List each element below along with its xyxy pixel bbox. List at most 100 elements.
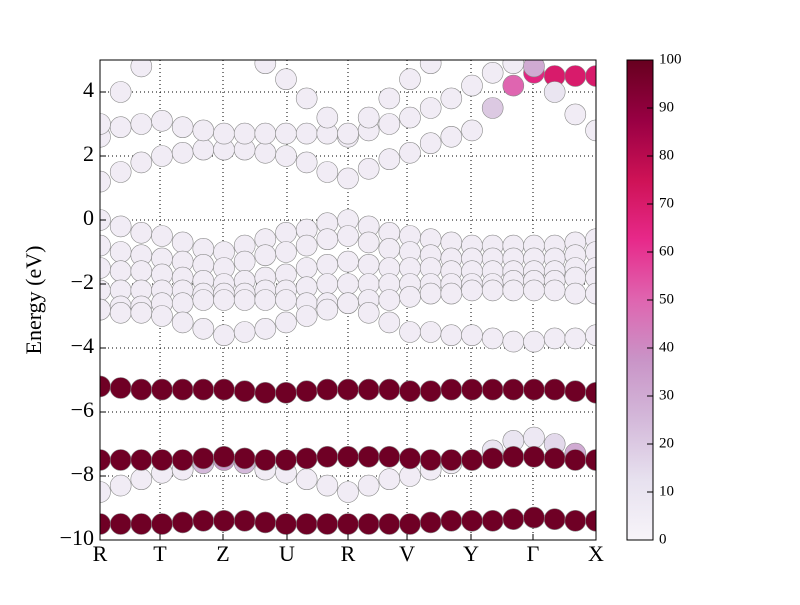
- band-point: [151, 145, 173, 167]
- band-point: [275, 289, 297, 311]
- band-point: [109, 449, 132, 471]
- band-point: [564, 380, 587, 403]
- band-point: [378, 311, 401, 334]
- band-point: [564, 103, 587, 126]
- band-point: [233, 380, 256, 403]
- band-point: [171, 311, 194, 334]
- band-point: [192, 447, 215, 470]
- band-point: [481, 279, 504, 302]
- x-tick-label: T: [153, 541, 167, 566]
- band-point: [523, 445, 545, 468]
- x-tick-label: X: [588, 541, 604, 566]
- band-point: [254, 289, 277, 311]
- band-point: [171, 142, 194, 164]
- band-point: [523, 279, 545, 302]
- band-point: [419, 282, 442, 305]
- y-tick-label: −10: [60, 525, 94, 550]
- band-point: [254, 60, 277, 74]
- band-point: [481, 97, 504, 119]
- band-point: [523, 506, 545, 529]
- band-point: [585, 510, 596, 532]
- band-point: [481, 378, 504, 401]
- band-point: [275, 241, 297, 263]
- band-point: [233, 509, 256, 532]
- band-point: [440, 87, 463, 110]
- band-point: [378, 113, 401, 135]
- band-point: [130, 151, 153, 174]
- colorbar-tick-label: 100: [659, 51, 682, 67]
- band-point: [109, 161, 132, 183]
- band-point: [213, 445, 235, 468]
- band-point: [461, 74, 483, 97]
- band-point: [130, 260, 153, 283]
- band-point: [543, 279, 566, 302]
- band-point: [109, 377, 132, 399]
- band-point: [130, 449, 153, 471]
- band-point: [337, 122, 359, 145]
- band-point: [316, 298, 339, 321]
- band-point: [564, 509, 587, 532]
- band-point: [295, 234, 318, 257]
- band-point: [130, 222, 153, 244]
- band-point: [399, 380, 421, 403]
- band-point: [337, 513, 359, 535]
- band-point: [130, 468, 153, 491]
- band-point: [109, 301, 132, 324]
- band-point: [399, 513, 421, 535]
- y-tick-label: −8: [71, 461, 94, 486]
- band-point: [233, 250, 256, 273]
- band-point: [378, 289, 401, 311]
- band-point: [337, 292, 359, 315]
- band-point: [357, 231, 380, 254]
- x-tick-label: R: [93, 541, 108, 566]
- x-tick-label: Γ: [527, 541, 540, 566]
- band-point: [151, 449, 173, 471]
- band-point: [275, 513, 297, 535]
- band-point: [275, 311, 297, 334]
- band-point: [357, 513, 380, 535]
- band-point: [316, 474, 339, 497]
- band-point: [378, 148, 401, 170]
- colorbar-tick-label: 80: [659, 147, 674, 163]
- band-point: [585, 266, 596, 289]
- colorbar-tick-label: 50: [659, 291, 674, 307]
- band-point: [109, 215, 132, 238]
- band-point: [171, 378, 194, 401]
- band-point: [109, 241, 132, 263]
- band-point: [100, 481, 111, 503]
- band-point: [316, 106, 339, 129]
- band-point: [461, 509, 483, 532]
- band-point: [481, 447, 504, 470]
- band-point: [419, 60, 442, 74]
- band-point: [192, 317, 215, 340]
- band-point: [585, 449, 596, 471]
- band-point: [254, 142, 277, 164]
- y-axis-label: Energy (eV): [21, 246, 46, 355]
- band-point: [151, 513, 173, 535]
- x-tick-label: U: [279, 541, 295, 566]
- band-point: [295, 447, 318, 470]
- band-point: [192, 138, 215, 161]
- band-point: [233, 447, 256, 470]
- band-point: [543, 378, 566, 401]
- band-point: [316, 161, 339, 183]
- band-point: [254, 122, 277, 145]
- band-point: [213, 122, 235, 145]
- band-point: [502, 445, 525, 468]
- band-point: [213, 324, 235, 347]
- band-point: [254, 511, 277, 534]
- band-point: [585, 65, 596, 87]
- band-point: [171, 511, 194, 534]
- band-point: [275, 68, 297, 90]
- band-point: [213, 289, 235, 311]
- band-point: [213, 378, 235, 401]
- band-point: [151, 378, 173, 401]
- band-point: [151, 225, 173, 247]
- y-tick-label: −6: [71, 397, 94, 422]
- colorbar-tick-label: 30: [659, 387, 674, 403]
- band-point: [378, 445, 401, 468]
- band-point: [337, 378, 359, 401]
- band-point: [502, 330, 525, 353]
- band-point: [543, 508, 566, 531]
